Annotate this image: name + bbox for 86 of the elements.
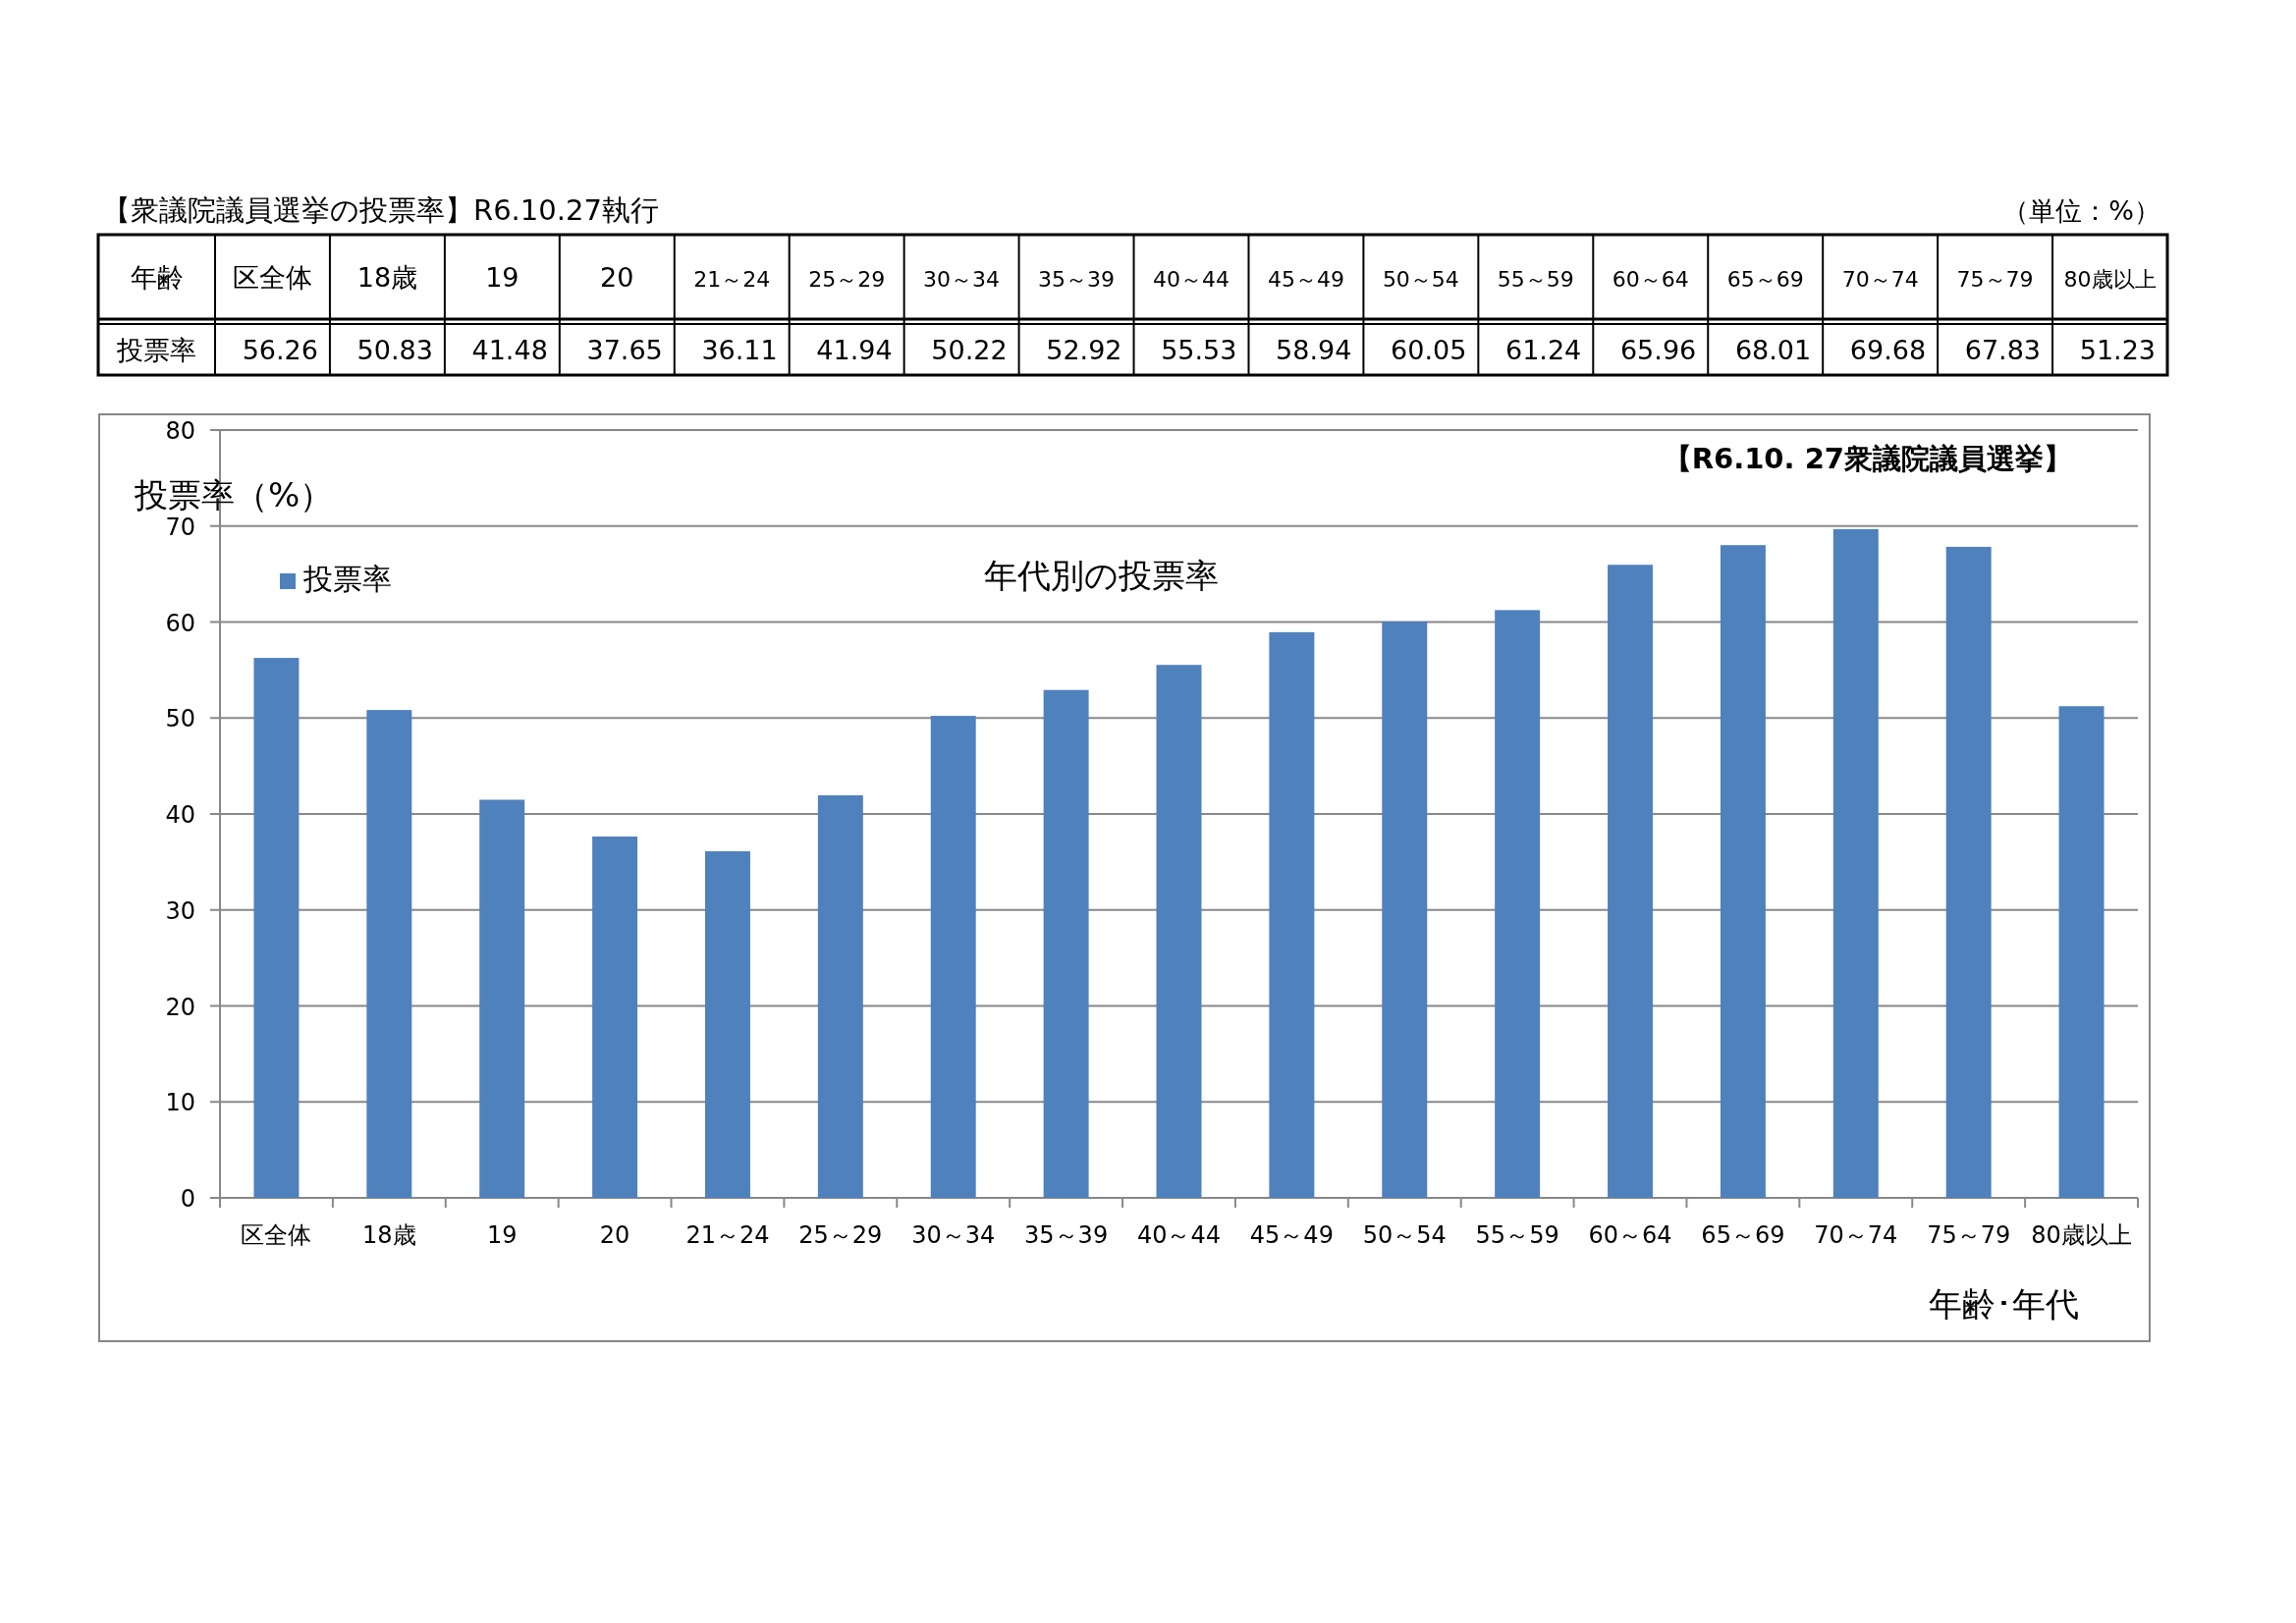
category-label: 60～64: [1612, 267, 1689, 292]
y-tick-label: 0: [180, 1185, 195, 1213]
chart-subtitle: 【R6.10. 27衆議院議員選挙】: [1663, 442, 2072, 475]
category-label: 30～34: [923, 267, 1001, 292]
x-tick-label: 55～59: [1475, 1221, 1559, 1249]
bar: [1945, 546, 1992, 1198]
text: 【衆議院議員選挙の投票率】R6.10.27執行: [102, 193, 659, 227]
x-tick-label: 18歳: [362, 1221, 416, 1249]
category-label: 19: [485, 262, 519, 293]
category-label: 20: [600, 262, 634, 293]
data-label: 55.53: [1161, 334, 1237, 365]
data-label: 68.01: [1734, 334, 1812, 365]
y-axis-title: 投票率（%）: [134, 475, 334, 514]
data-label: 52.92: [1046, 334, 1122, 365]
y-tick-label: 70: [165, 513, 195, 541]
data-label: 37.65: [586, 334, 663, 365]
bar: [1608, 565, 1653, 1198]
y-tick-label: 40: [165, 801, 195, 829]
bar: [930, 716, 976, 1198]
x-tick-label: 25～29: [798, 1221, 883, 1249]
x-tick-label: 30～34: [911, 1221, 996, 1249]
data-label: 51.23: [2079, 334, 2156, 365]
x-tick-label: 35～39: [1024, 1221, 1109, 1249]
category-label: 21～24: [693, 267, 771, 292]
data-label: 69.68: [1849, 334, 1927, 365]
category-label: 25～29: [808, 267, 886, 292]
bar: [1832, 528, 1879, 1198]
data-label: 58.94: [1276, 334, 1352, 365]
x-tick-label: 70～74: [1814, 1221, 1898, 1249]
y-tick-label: 80: [165, 417, 195, 445]
x-tick-label: 40～44: [1136, 1221, 1222, 1249]
bar: [1495, 610, 1541, 1198]
bar: [2058, 706, 2105, 1198]
bar: [1269, 631, 1315, 1198]
bar: [1156, 665, 1202, 1198]
category-label: 区全体: [232, 262, 312, 293]
bar: [479, 799, 525, 1198]
data-label: 41.48: [471, 334, 548, 365]
data-label: 50.83: [356, 334, 433, 365]
category-label: 35～39: [1038, 267, 1116, 292]
category-label: 45～49: [1267, 267, 1344, 292]
data-label: 41.94: [816, 334, 893, 365]
x-tick-label: 60～64: [1588, 1221, 1672, 1249]
y-tick-label: 30: [165, 896, 195, 925]
bar: [253, 658, 300, 1198]
x-tick-label: 80歳以上: [2031, 1221, 2132, 1249]
y-tick-label: 60: [165, 609, 195, 637]
text: （単位：%）: [2002, 195, 2160, 226]
x-tick-label: 19: [486, 1221, 518, 1249]
x-tick-label: 21～24: [685, 1221, 770, 1249]
data-label: 65.96: [1619, 334, 1697, 365]
x-tick-label: 区全体: [241, 1221, 312, 1249]
category-label: 55～59: [1497, 267, 1574, 292]
category-label: 50～54: [1382, 267, 1459, 292]
text: 年齢: [130, 262, 184, 293]
data-label: 61.24: [1505, 334, 1582, 365]
bar: [1720, 545, 1766, 1198]
data-label: 60.05: [1391, 334, 1467, 365]
text: 年代別の投票率: [983, 556, 1219, 595]
bar: [366, 710, 412, 1198]
category-label: 40～44: [1153, 267, 1230, 292]
bar: [1382, 622, 1428, 1198]
y-tick-label: 10: [165, 1089, 195, 1117]
category-label: 70～74: [1841, 267, 1919, 292]
x-tick-label: 20: [599, 1221, 630, 1249]
x-tick-label: 75～79: [1927, 1221, 2011, 1249]
category-label: 75～79: [1956, 267, 2034, 292]
category-label: 65～69: [1726, 267, 1804, 292]
x-tick-label: 65～69: [1701, 1221, 1785, 1249]
y-tick-label: 20: [165, 993, 195, 1021]
data-label: 50.22: [931, 334, 1008, 365]
text: 投票率: [117, 334, 196, 365]
bar: [704, 851, 750, 1198]
bar: [817, 795, 863, 1198]
x-tick-label: 45～49: [1249, 1221, 1334, 1249]
data-label: 36.11: [701, 334, 778, 365]
data-label: 67.83: [1964, 334, 2042, 365]
y-tick-label: 50: [165, 705, 195, 733]
category-label: 80歳以上: [2063, 267, 2157, 292]
bar: [1043, 689, 1089, 1198]
legend-label: 投票率: [302, 562, 392, 596]
x-axis-title: 年齢･年代: [1929, 1284, 2079, 1324]
category-label: 18歳: [356, 262, 418, 293]
data-label: 56.26: [242, 334, 318, 365]
x-tick-label: 50～54: [1362, 1221, 1447, 1249]
bar: [592, 836, 638, 1198]
